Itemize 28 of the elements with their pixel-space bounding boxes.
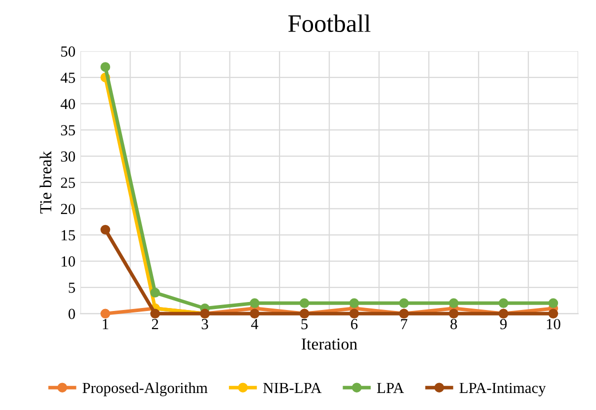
y-tick-label: 10 bbox=[62, 256, 76, 267]
x-tick-label: 1 bbox=[102, 319, 108, 330]
x-tick-label: 9 bbox=[500, 318, 507, 330]
legend-label: NIB-LPA bbox=[263, 382, 322, 393]
y-tick-label: 45 bbox=[60, 72, 75, 83]
x-tick-label: 10 bbox=[546, 318, 560, 330]
y-tick-label: 50 bbox=[61, 46, 76, 57]
legend-label: LPA bbox=[377, 382, 404, 393]
y-tick-label: 25 bbox=[60, 178, 75, 188]
chart-title: Football bbox=[288, 14, 370, 32]
legend-label: LPA-Intimacy bbox=[460, 382, 546, 396]
y-tick-label: 30 bbox=[61, 151, 76, 162]
x-axis-title: Iteration bbox=[302, 338, 358, 350]
y-axis-title: Tie break bbox=[40, 151, 52, 214]
x-tick-label: 7 bbox=[401, 319, 408, 330]
y-tick-label: 0 bbox=[68, 308, 76, 320]
y-tick-label: 15 bbox=[62, 230, 75, 240]
y-tick-label: 35 bbox=[61, 125, 75, 136]
x-tick-label: 4 bbox=[251, 319, 258, 330]
y-tick-label: 20 bbox=[60, 204, 76, 214]
x-tick-label: 5 bbox=[301, 319, 308, 330]
x-tick-label: 6 bbox=[351, 318, 358, 330]
x-tick-label: 3 bbox=[202, 318, 208, 330]
x-tick-label: 8 bbox=[450, 318, 457, 330]
x-tick-label: 2 bbox=[152, 318, 158, 330]
legend-label: Proposed-Algorithm bbox=[82, 382, 208, 396]
y-tick-label: 5 bbox=[68, 282, 75, 293]
y-tick-label: 40 bbox=[60, 98, 76, 110]
